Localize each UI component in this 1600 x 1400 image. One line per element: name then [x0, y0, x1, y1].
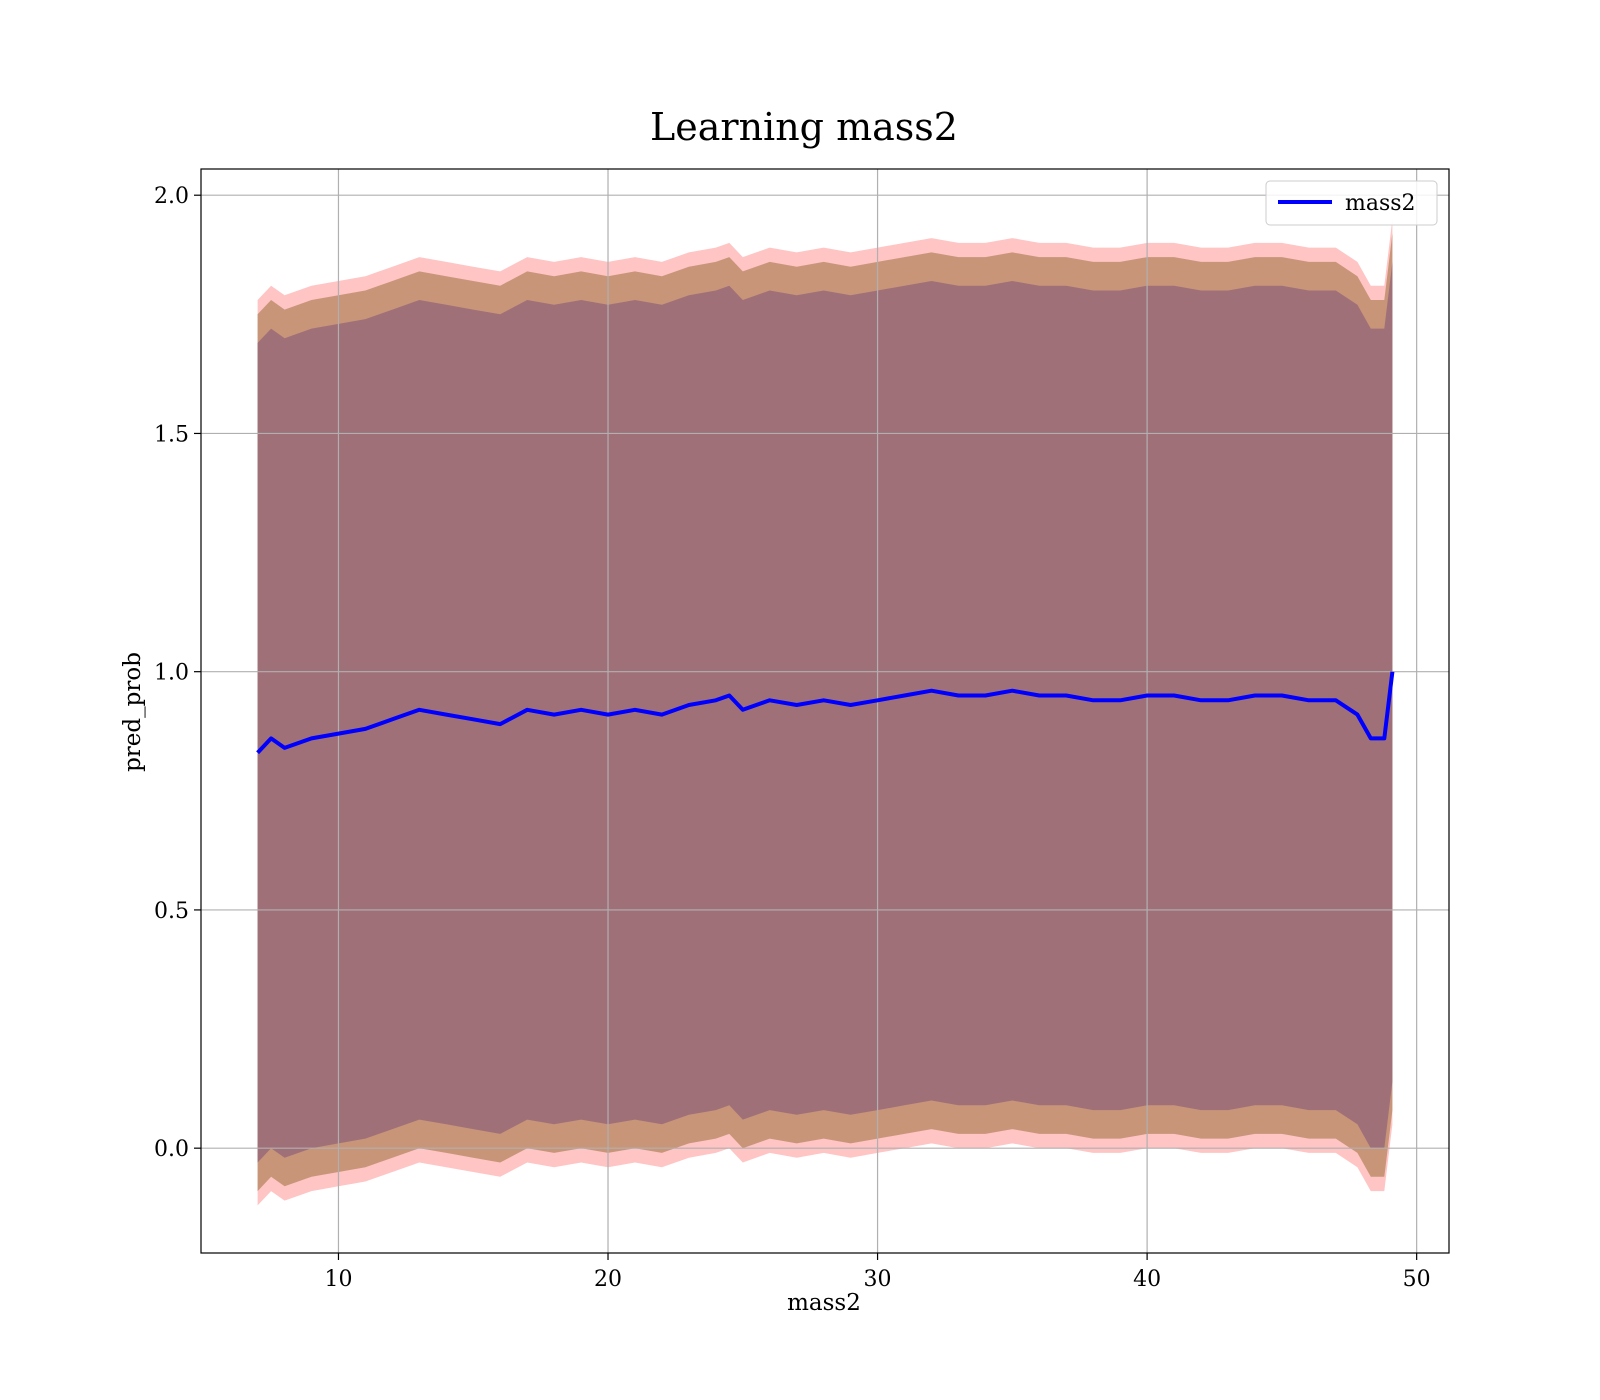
chart-title: Learning mass2 [650, 105, 958, 149]
legend-box [1265, 180, 1438, 226]
x-tick-label: 20 [594, 1267, 622, 1292]
x-tick-label: 10 [324, 1267, 352, 1292]
axes-frame [200, 168, 1450, 1254]
y-axis-label: pred_prob [120, 652, 146, 772]
series-line-mass2 [256, 671, 1395, 755]
legend-label-mass2: mass2 [1345, 191, 1416, 216]
y-tick-label: 0.5 [154, 899, 189, 924]
y-tick-label: 2.0 [154, 184, 189, 209]
y-tick-label: 1.5 [154, 422, 189, 447]
x-axis-label: mass2 [787, 1290, 861, 1316]
x-tick-label: 40 [1133, 1267, 1161, 1292]
y-tick-label: 1.0 [154, 661, 189, 686]
confidence-band-inner [257, 261, 1393, 1163]
y-tick-label: 0.0 [154, 1137, 189, 1162]
x-tick-label: 30 [864, 1267, 892, 1292]
x-tick-label: 50 [1403, 1267, 1431, 1292]
